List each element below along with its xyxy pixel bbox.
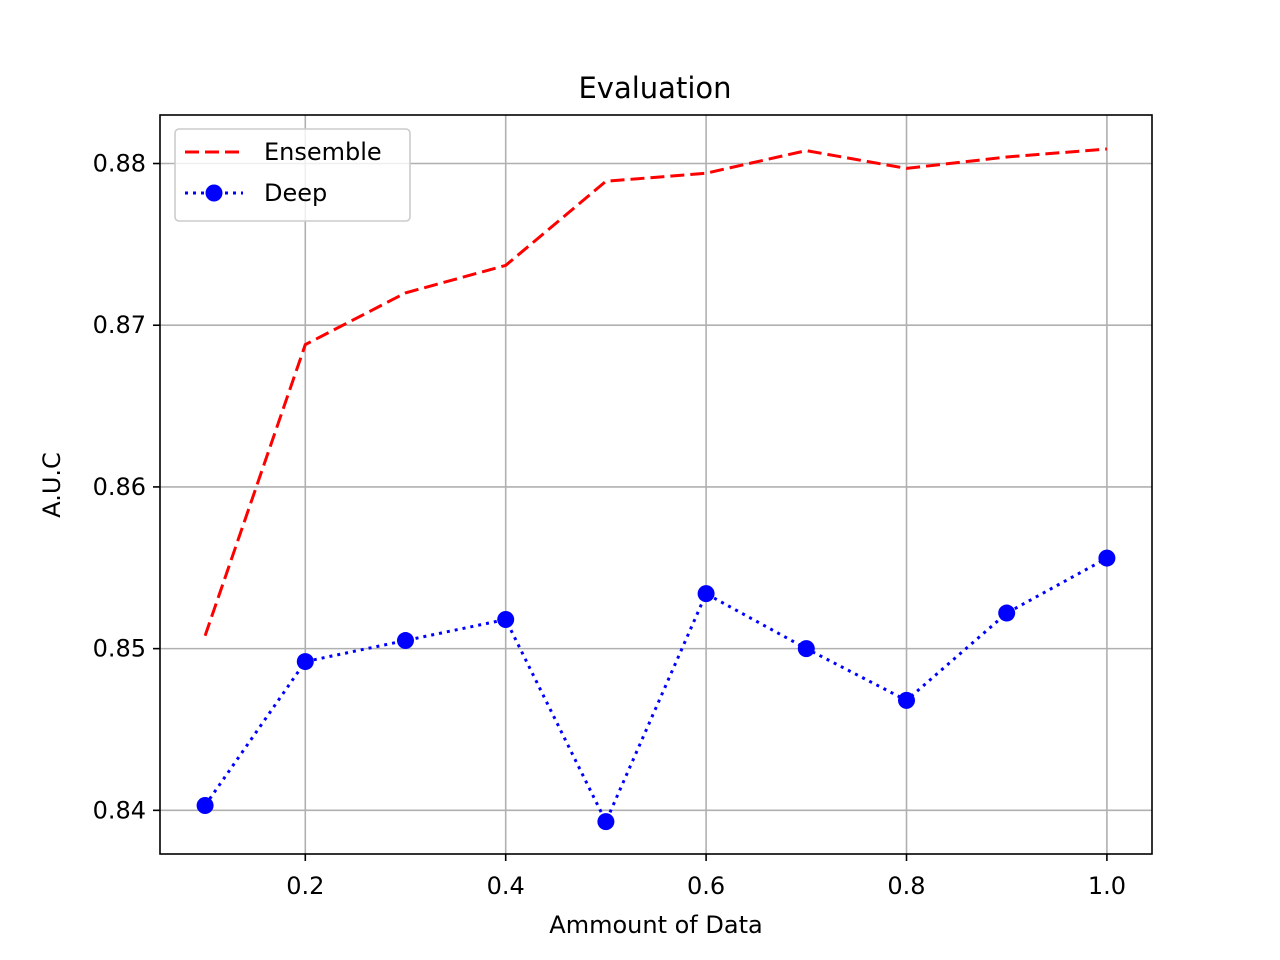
y-tick-label: 0.84 (93, 796, 146, 824)
x-tick-label: 0.4 (487, 872, 525, 900)
x-axis-title: Ammount of Data (549, 911, 762, 939)
y-tick-label: 0.88 (93, 150, 146, 178)
data-point-deep (697, 585, 715, 603)
data-point-deep (396, 632, 414, 650)
legend: Ensemble Deep (174, 128, 411, 222)
data-point-deep (998, 604, 1016, 622)
series-line-ensemble (203, 147, 1108, 637)
legend-label-ensemble: Ensemble (264, 138, 382, 166)
legend-marker-deep (205, 184, 223, 202)
series-line-deep (203, 556, 1108, 826)
y-axis-title: A.U.C (38, 452, 66, 518)
data-point-deep (497, 611, 515, 629)
y-tick-label: 0.86 (93, 473, 146, 501)
x-tick-label: 0.2 (286, 872, 324, 900)
series-layer (196, 147, 1116, 831)
legend-label-deep: Deep (264, 179, 327, 207)
data-point-deep (597, 813, 615, 831)
plot-frame (159, 114, 1153, 855)
data-point-deep (296, 653, 314, 671)
x-tick-label: 0.6 (687, 872, 725, 900)
x-tick-label: 0.8 (887, 872, 925, 900)
data-point-deep (1098, 549, 1116, 567)
y-tick-label: 0.85 (93, 635, 146, 663)
data-point-deep (797, 640, 815, 658)
data-point-deep (196, 796, 214, 814)
chart-title: Evaluation (578, 71, 731, 105)
tick-layer: 0.2 0.4 0.6 0.8 1.0 0.84 0.85 0.86 0.87 0.88 (93, 150, 1126, 900)
y-tick-label: 0.87 (93, 311, 146, 339)
x-tick-label: 1.0 (1088, 872, 1126, 900)
data-point-deep (898, 691, 916, 709)
grid-lines (160, 115, 1152, 854)
